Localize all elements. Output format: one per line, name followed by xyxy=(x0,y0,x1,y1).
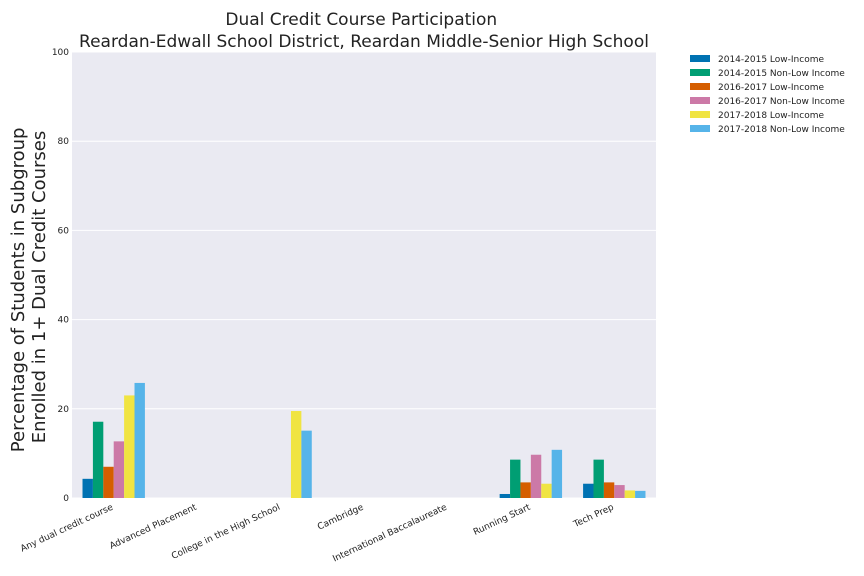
bar xyxy=(551,449,563,498)
legend-label: 2016-2017 Low-Income xyxy=(718,83,824,93)
y-axis-label-line-2: Enrolled in 1+ Dual Credit Courses xyxy=(29,131,50,444)
y-tick-label: 40 xyxy=(58,316,70,326)
y-axis-label-line-1: Percentage of Students in Subgroup xyxy=(8,128,29,453)
bar xyxy=(541,483,552,498)
y-tick-label: 60 xyxy=(58,226,70,236)
legend-swatch xyxy=(690,83,710,90)
y-tick-label: 20 xyxy=(58,405,70,415)
bar xyxy=(593,459,604,498)
bars xyxy=(82,382,646,498)
bar xyxy=(92,421,104,498)
bar xyxy=(113,441,125,498)
x-tick-label: Any dual credit course xyxy=(19,502,115,554)
x-tick-label: Advanced Placement xyxy=(108,502,199,551)
bar xyxy=(290,411,302,498)
legend-swatch xyxy=(690,55,710,62)
chart-title: Dual Credit Course Participation Reardan… xyxy=(79,10,649,52)
bar xyxy=(520,482,531,498)
chart-title-line-1: Dual Credit Course Participation xyxy=(225,10,497,30)
legend-label: 2014-2015 Non-Low Income xyxy=(718,69,845,79)
chart-title-line-2: Reardan-Edwall School District, Reardan … xyxy=(79,32,649,52)
bar xyxy=(103,466,114,498)
legend-label: 2016-2017 Non-Low Income xyxy=(718,97,845,107)
legend-swatch xyxy=(690,111,710,118)
bar xyxy=(530,454,542,498)
bar xyxy=(301,430,312,498)
plot-area xyxy=(72,52,656,498)
legend-label: 2017-2018 Low-Income xyxy=(718,111,824,121)
y-tick-label: 80 xyxy=(58,137,70,147)
legend-swatch xyxy=(690,125,710,132)
bar xyxy=(82,478,93,498)
legend-label: 2017-2018 Non-Low Income xyxy=(718,125,845,135)
y-axis-label: Percentage of Students in Subgroup Enrol… xyxy=(8,122,50,452)
x-tick-label: Cambridge xyxy=(316,502,365,532)
bar xyxy=(635,490,646,498)
bar xyxy=(124,395,135,498)
y-tick-label: 0 xyxy=(63,494,69,504)
x-tick-label: Running Start xyxy=(472,502,533,537)
bar xyxy=(614,485,625,498)
y-tick-labels: 0 20 40 60 80 100 xyxy=(52,48,69,504)
y-tick-label: 100 xyxy=(52,48,69,58)
x-tick-label: Tech Prep xyxy=(571,503,615,531)
bar xyxy=(624,490,636,498)
legend-swatch xyxy=(690,97,710,104)
bar xyxy=(499,493,511,498)
legend: 2014-2015 Low-Income 2014-2015 Non-Low In… xyxy=(690,55,845,135)
bar xyxy=(583,483,594,498)
legend-swatch xyxy=(690,69,710,76)
bar xyxy=(134,382,145,498)
bar xyxy=(603,482,615,498)
legend-label: 2014-2015 Low-Income xyxy=(718,55,824,65)
bar xyxy=(510,459,521,498)
